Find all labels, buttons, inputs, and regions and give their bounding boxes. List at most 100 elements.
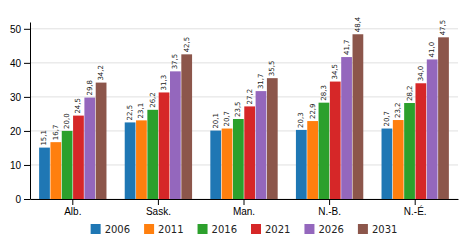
y-tick: 10 bbox=[10, 160, 30, 171]
data-label: 41,7 bbox=[343, 39, 351, 55]
y-tick: 30 bbox=[10, 92, 30, 103]
bar bbox=[159, 92, 170, 199]
data-label: 48,4 bbox=[354, 16, 362, 32]
data-label: 37,5 bbox=[171, 54, 179, 70]
bar bbox=[233, 119, 244, 199]
legend-swatch bbox=[198, 224, 208, 234]
bar bbox=[353, 34, 364, 199]
y-tick-mark bbox=[24, 29, 30, 30]
legend-item: 2021 bbox=[251, 224, 290, 235]
y-tick-label: 0 bbox=[15, 194, 21, 205]
bar bbox=[62, 131, 73, 199]
legend: 200620112016202120262031 bbox=[91, 224, 398, 235]
data-label: 20,7 bbox=[383, 111, 391, 127]
data-label: 31,7 bbox=[257, 74, 265, 90]
data-label: 28,3 bbox=[320, 85, 328, 101]
legend-item: 2026 bbox=[304, 224, 343, 235]
data-label: 23,2 bbox=[394, 102, 402, 118]
bar bbox=[244, 106, 255, 199]
data-label: 29,8 bbox=[86, 80, 94, 96]
data-label: 34,5 bbox=[331, 64, 339, 80]
bar bbox=[222, 129, 233, 199]
y-axis-line bbox=[30, 23, 31, 200]
data-label: 27,2 bbox=[246, 89, 254, 105]
data-label: 16,7 bbox=[52, 125, 60, 141]
bar bbox=[84, 98, 95, 199]
grid-line bbox=[30, 62, 458, 63]
legend-swatch bbox=[358, 224, 368, 234]
grid-line bbox=[30, 28, 458, 29]
data-label: 22,9 bbox=[309, 103, 317, 119]
data-label: 23,1 bbox=[137, 103, 145, 119]
plot: 15,122,520,120,320,716,723,120,722,923,2… bbox=[10, 16, 459, 217]
bar bbox=[427, 59, 438, 199]
data-label: 26,2 bbox=[149, 92, 157, 108]
y-tick-mark bbox=[24, 131, 30, 132]
x-tick-label: Sask. bbox=[146, 206, 171, 217]
data-label: 47,5 bbox=[439, 20, 447, 36]
bar bbox=[296, 130, 307, 199]
x-tick-mark bbox=[158, 199, 159, 205]
legend-swatch bbox=[304, 224, 314, 234]
bar bbox=[319, 103, 330, 199]
x-tick-label: Man. bbox=[233, 206, 255, 217]
y-tick-mark bbox=[24, 165, 30, 166]
y-tick: 40 bbox=[10, 58, 30, 69]
bar bbox=[330, 82, 341, 199]
legend-label: 2031 bbox=[372, 224, 397, 235]
legend-label: 2021 bbox=[265, 224, 290, 235]
y-tick-label: 50 bbox=[10, 24, 22, 35]
chart: 15,122,520,120,320,716,723,120,722,923,2… bbox=[0, 0, 468, 239]
x-tick: N.-B. bbox=[318, 199, 341, 217]
data-labels: 15,122,520,120,320,716,723,120,722,923,2… bbox=[41, 16, 448, 145]
legend-item: 2016 bbox=[198, 224, 237, 235]
grid bbox=[30, 29, 458, 199]
y-tick: 50 bbox=[10, 24, 30, 35]
data-label: 31,3 bbox=[160, 75, 168, 91]
data-label: 20,0 bbox=[63, 113, 71, 129]
x-tick: N.-É. bbox=[404, 199, 427, 217]
data-label: 28,2 bbox=[406, 85, 414, 101]
grid-line bbox=[30, 96, 458, 97]
bar bbox=[181, 54, 192, 199]
legend-item: 2011 bbox=[144, 224, 183, 235]
bar bbox=[39, 148, 50, 199]
x-axis: Alb. Sask. Man. N.-B. N.-É. bbox=[31, 199, 459, 217]
y-tick-label: 30 bbox=[10, 92, 22, 103]
bar bbox=[341, 57, 352, 199]
x-tick-mark bbox=[415, 199, 416, 205]
x-tick: Alb. bbox=[64, 199, 81, 217]
data-label: 20,1 bbox=[212, 113, 220, 129]
y-tick-label: 10 bbox=[10, 160, 22, 171]
x-tick: Man. bbox=[233, 199, 255, 217]
data-label: 22,5 bbox=[126, 105, 134, 121]
legend-label: 2011 bbox=[158, 224, 183, 235]
bar bbox=[125, 122, 136, 199]
data-label: 34,0 bbox=[417, 66, 425, 82]
x-tick-mark bbox=[244, 199, 245, 205]
bars bbox=[39, 34, 449, 199]
data-label: 35,5 bbox=[268, 61, 276, 77]
x-tick-label: N.-B. bbox=[318, 206, 341, 217]
x-tick: Sask. bbox=[146, 199, 171, 217]
bar bbox=[96, 83, 107, 199]
bar bbox=[147, 110, 158, 199]
x-tick-mark bbox=[329, 199, 330, 205]
data-label: 41,0 bbox=[428, 42, 436, 58]
x-tick-mark bbox=[72, 199, 73, 205]
legend-swatch bbox=[144, 224, 154, 234]
bar bbox=[256, 91, 267, 199]
y-axis: 0 10 20 30 40 50 bbox=[10, 23, 31, 205]
data-label: 24,5 bbox=[74, 98, 82, 114]
y-tick-mark bbox=[24, 199, 30, 200]
y-tick-mark bbox=[24, 97, 30, 98]
bar bbox=[136, 120, 147, 199]
legend-label: 2026 bbox=[318, 224, 343, 235]
bar bbox=[393, 120, 404, 199]
legend-item: 2031 bbox=[358, 224, 397, 235]
y-tick-label: 20 bbox=[10, 126, 22, 137]
legend-swatch bbox=[91, 224, 101, 234]
bar bbox=[210, 131, 221, 199]
data-label: 15,1 bbox=[41, 130, 49, 146]
data-label: 34,2 bbox=[97, 65, 105, 81]
